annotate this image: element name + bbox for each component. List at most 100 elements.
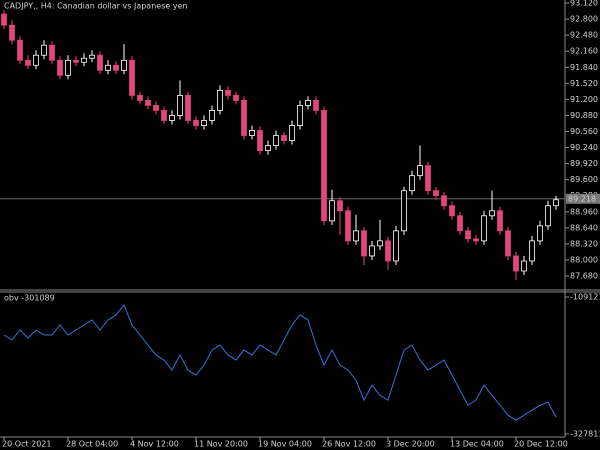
candle-body xyxy=(505,230,511,257)
candle-body xyxy=(65,59,71,76)
candle-body xyxy=(385,240,391,262)
candle-body xyxy=(297,105,303,126)
candle-body xyxy=(441,195,447,207)
candle-body xyxy=(465,230,471,240)
candle-body xyxy=(25,59,31,66)
y-tick-label: 92.160 xyxy=(570,47,598,56)
current-price-label: 89.218 xyxy=(568,194,596,203)
candle-body xyxy=(169,115,175,121)
candle-body xyxy=(129,59,135,96)
candle-body xyxy=(401,190,407,232)
candle-body xyxy=(17,39,23,61)
candle-body xyxy=(1,13,7,26)
candle-body xyxy=(105,64,111,71)
current-price-box xyxy=(566,193,600,204)
candle-body xyxy=(409,175,415,192)
x-tick-label: 3 Dec 20:00 xyxy=(386,440,435,449)
candle-body xyxy=(217,89,223,111)
candle-body xyxy=(313,99,319,111)
candle-body xyxy=(481,215,487,242)
candle-body xyxy=(177,94,183,116)
candle-body xyxy=(49,44,55,61)
y-tick-label: 90.560 xyxy=(570,127,598,136)
candle-body xyxy=(289,125,295,141)
candle-body xyxy=(97,54,103,71)
indicator-title: obv -301089 xyxy=(4,294,55,303)
candle-body xyxy=(185,94,191,121)
candle-body xyxy=(449,205,455,217)
x-tick-label: 28 Oct 04:00 xyxy=(66,440,118,449)
y-tick-label: 92.800 xyxy=(570,15,598,24)
x-tick-label: 26 Nov 12:00 xyxy=(322,440,376,449)
x-tick-label: 20 Oct 2021 xyxy=(2,440,51,449)
candle-body xyxy=(489,210,495,217)
x-tick-label: 4 Nov 12:00 xyxy=(130,440,179,449)
y-tick-label: -327811 xyxy=(570,430,600,439)
candle-body xyxy=(321,110,327,222)
y-tick-label: 93.120 xyxy=(570,0,598,8)
y-tick-label: 91.520 xyxy=(570,79,598,88)
candle-body xyxy=(209,110,215,121)
candle-body xyxy=(153,105,159,111)
candle-body xyxy=(9,24,15,41)
y-tick-label: 91.840 xyxy=(570,63,598,72)
candle-body xyxy=(305,99,311,106)
candle-body xyxy=(377,240,383,247)
candle-body xyxy=(73,59,79,63)
y-tick-label: 87.680 xyxy=(570,272,598,281)
candle-body xyxy=(233,94,239,101)
candle-body xyxy=(57,59,63,76)
candle-body xyxy=(113,64,119,71)
candle-body xyxy=(497,210,503,232)
candle-body xyxy=(225,89,231,96)
y-tick-label: 90.240 xyxy=(570,143,598,152)
candle-body xyxy=(249,130,255,136)
x-tick-label: 13 Dec 04:00 xyxy=(450,440,504,449)
y-tick-label: 88.960 xyxy=(570,207,598,216)
candle-body xyxy=(81,57,87,63)
y-tick-label: -109121 xyxy=(570,292,600,301)
y-tick-label: 88.000 xyxy=(570,255,598,264)
candle-body xyxy=(201,120,207,126)
candle-body xyxy=(33,54,39,66)
candle-body xyxy=(425,165,431,192)
candle-body xyxy=(241,99,247,136)
candle-body xyxy=(265,145,271,151)
y-tick-label: 92.480 xyxy=(570,31,598,40)
candle-body xyxy=(353,230,359,242)
obv-line xyxy=(3,303,557,421)
candle-body xyxy=(121,59,127,71)
candle-body xyxy=(89,54,95,59)
candle-body xyxy=(457,215,463,232)
y-tick-label: 89.920 xyxy=(570,159,598,168)
y-tick-label: 89.600 xyxy=(570,175,598,184)
candle-body xyxy=(393,230,399,262)
candle-body xyxy=(41,44,47,56)
candle-body xyxy=(193,120,199,126)
candle-body xyxy=(521,260,527,272)
candle-body xyxy=(361,230,367,257)
candle-body xyxy=(529,240,535,262)
candle-body xyxy=(161,110,167,121)
candle-body xyxy=(145,99,151,106)
candle-body xyxy=(553,199,559,207)
candle-body xyxy=(433,190,439,197)
y-tick-label: 88.320 xyxy=(570,239,598,248)
candle-body xyxy=(281,135,287,141)
candle-body xyxy=(337,200,343,212)
chart-title: CADJPY,, H4: Canadian dollar vs Japanese… xyxy=(4,2,188,11)
x-tick-label: 11 Nov 20:00 xyxy=(194,440,248,449)
candle-body xyxy=(329,200,335,222)
candle-body xyxy=(545,205,551,227)
candle-body xyxy=(137,94,143,101)
candle-body xyxy=(345,210,351,242)
candle-body xyxy=(417,165,423,177)
candle-body xyxy=(257,130,263,151)
x-tick-label: 20 Dec 12:00 xyxy=(514,440,568,449)
y-tick-label: 91.200 xyxy=(570,95,598,104)
candle-body xyxy=(537,225,543,242)
candle-body xyxy=(513,255,519,272)
candle-body xyxy=(473,238,479,242)
